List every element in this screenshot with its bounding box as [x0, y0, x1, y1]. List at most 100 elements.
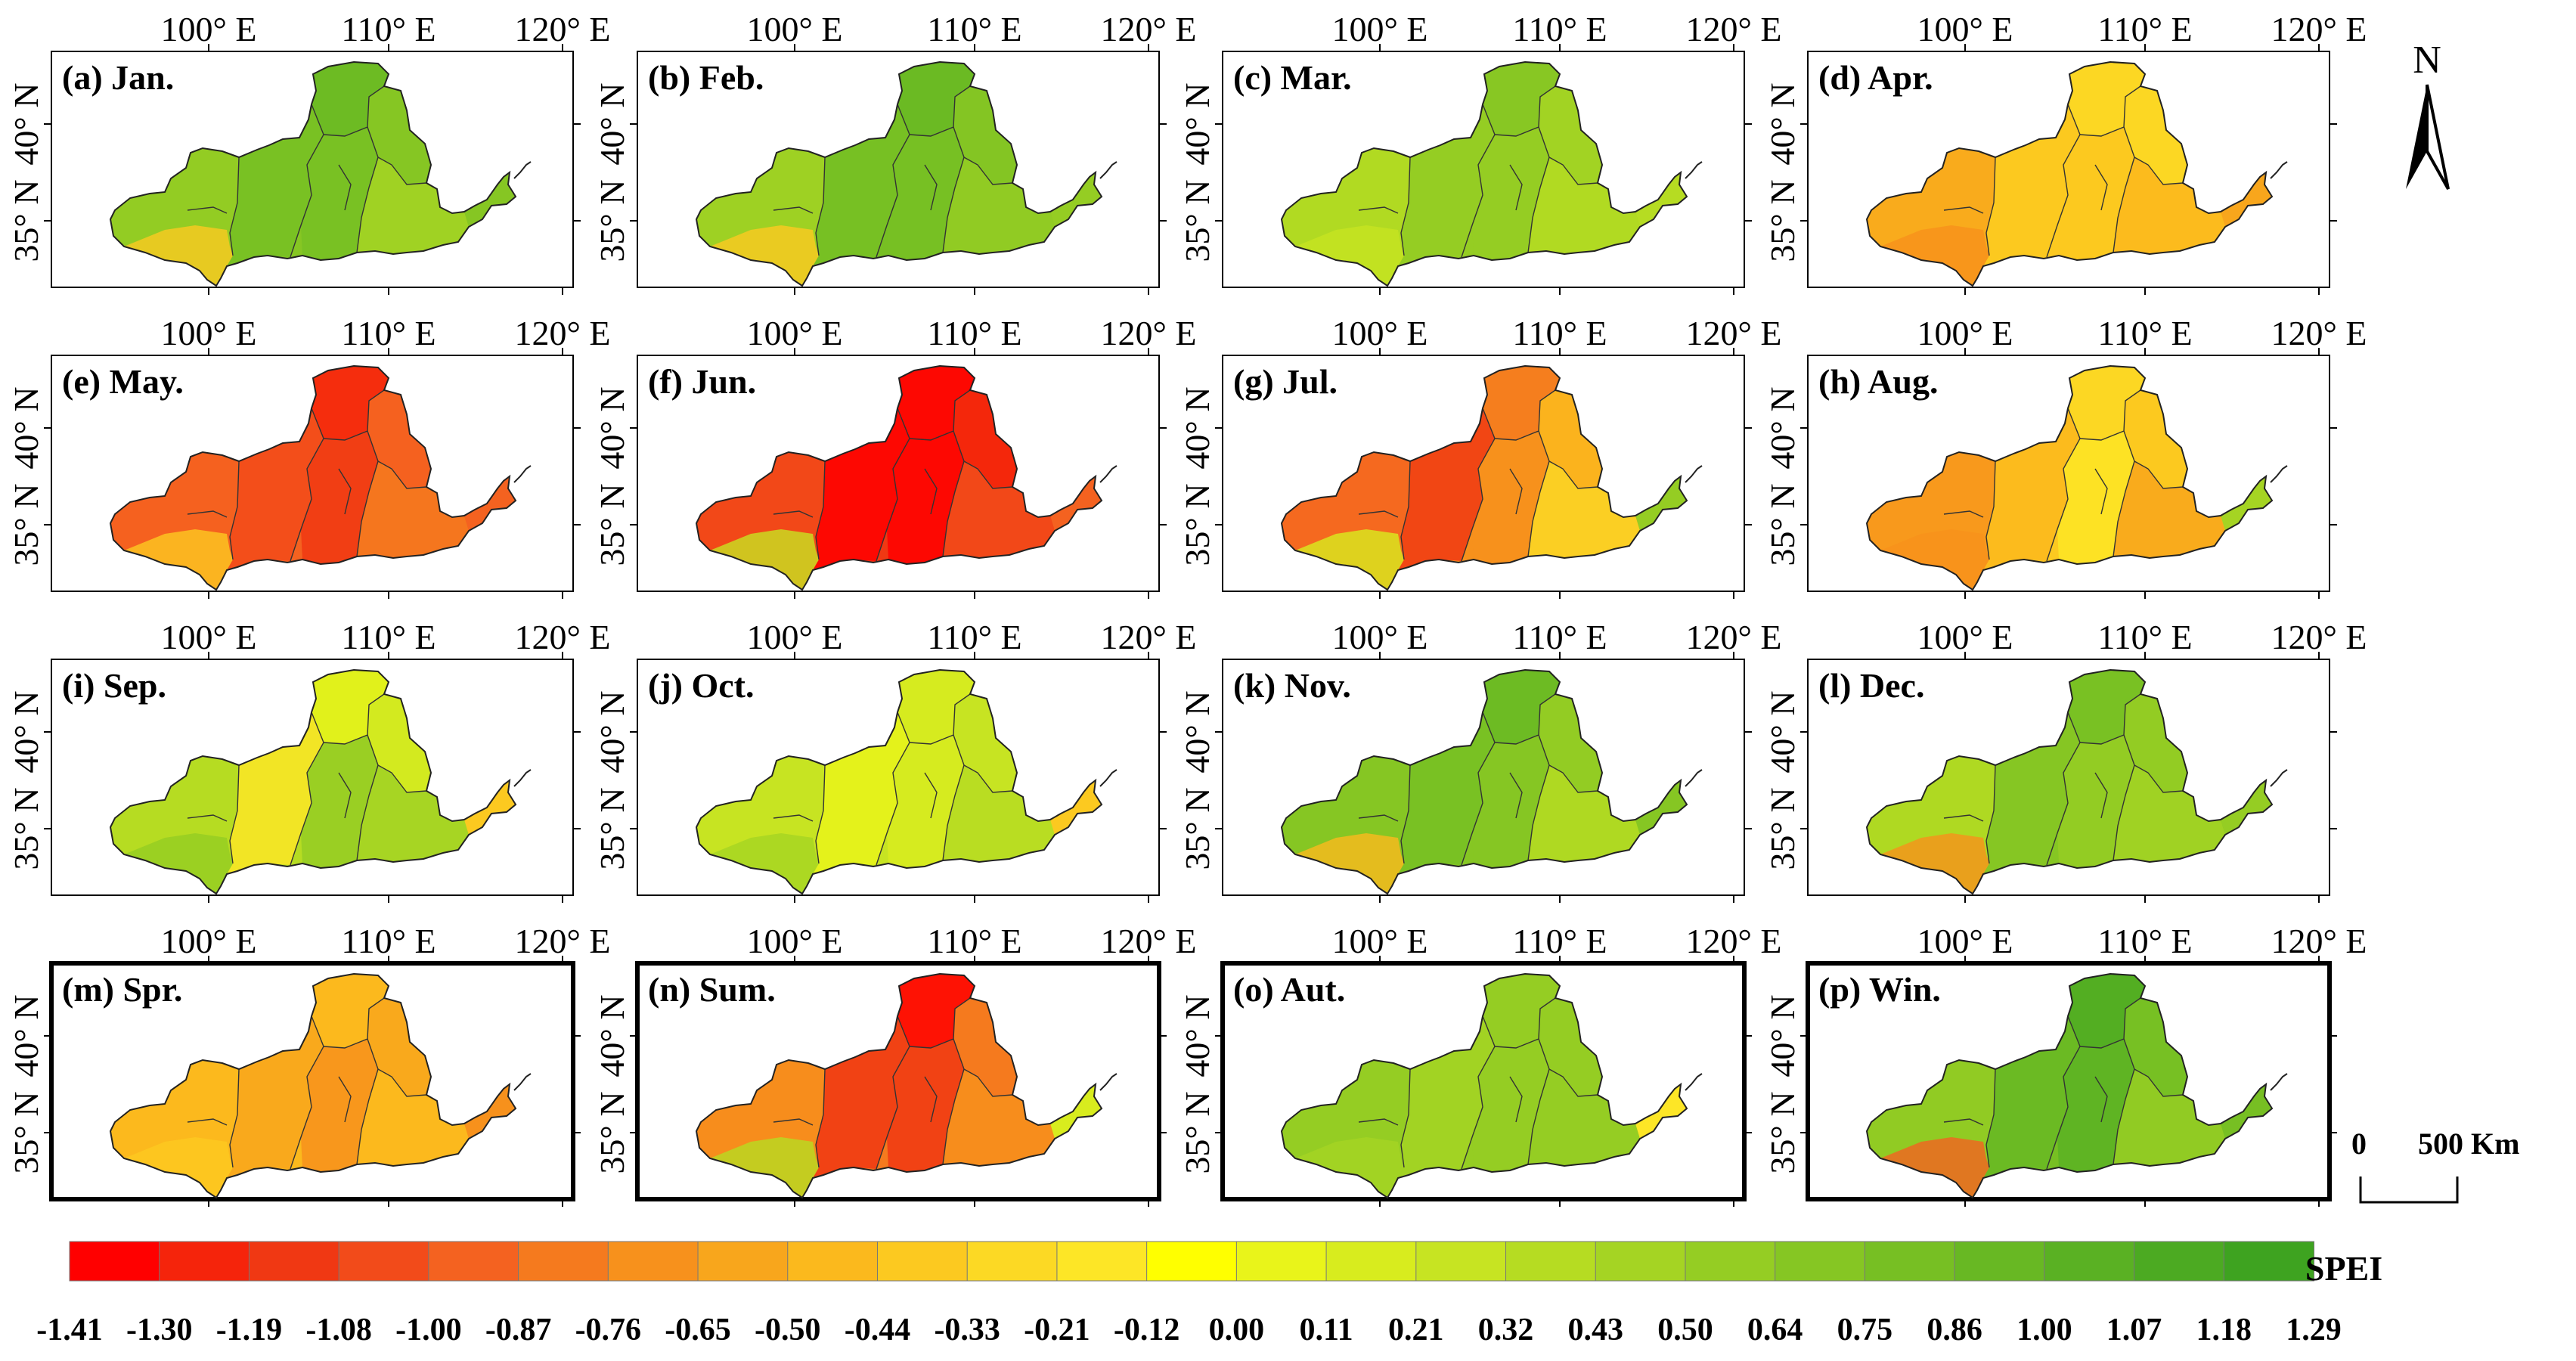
subbasin-boundary: [1461, 712, 1496, 866]
estuary-region-fill: [2221, 172, 2272, 227]
subbasin-boundary: [1943, 1118, 1984, 1126]
lon-label: 110° E: [341, 922, 436, 960]
source-region-fill: [1295, 225, 1404, 286]
subregion-fill: [227, 1016, 324, 1178]
lon-label: 110° E: [927, 618, 1021, 656]
map-panel: 100° E 110° E 120° E 40° N 35° N (p) Win.: [1763, 922, 2367, 1207]
legend-swatch: [248, 1241, 340, 1282]
basin-map: [695, 60, 1118, 287]
subregion-fill: [312, 366, 389, 440]
lon-label: 110° E: [2097, 618, 2192, 656]
subbasin-boundary: [1509, 1076, 1523, 1123]
estuary-region-fill: [1635, 172, 1687, 227]
legend-swatch: [876, 1241, 969, 1282]
subbasin-boundary: [942, 1038, 965, 1165]
subbasin-boundary: [338, 164, 352, 211]
map-panel: 100° E 110° E 120° E 40° N 35° N (m) Spr.: [7, 922, 611, 1207]
legend-tick-label: 0.32: [1478, 1313, 1534, 1347]
subbasin-boundary: [1400, 764, 1411, 864]
river-mouth: [1685, 465, 1703, 483]
lon-label: 120° E: [1101, 10, 1197, 48]
subbasin-boundary: [924, 468, 938, 515]
subbasin-boundary: [1358, 814, 1399, 822]
subbasin-boundary: [1943, 814, 1984, 822]
lat-label: 35° N: [1178, 179, 1217, 262]
panel-label: (n) Sum.: [648, 970, 776, 1009]
estuary-region-fill: [1635, 476, 1687, 531]
subbasin-boundary: [815, 1068, 826, 1168]
basin-outline: [1280, 972, 1688, 1199]
subbasin-boundary: [773, 206, 814, 214]
legend-swatch: [1505, 1241, 1597, 1282]
legend-swatch: [518, 1241, 609, 1282]
subregion-fill: [1528, 1069, 1640, 1166]
lat-label: 40° N: [7, 82, 45, 165]
lat-label: 35° N: [1763, 1091, 1802, 1173]
lon-label: 110° E: [341, 10, 436, 48]
legend-swatch: [69, 1241, 160, 1282]
subbasin-boundary: [2094, 164, 2108, 211]
lon-label: 110° E: [2097, 314, 2192, 352]
subbasin-boundary: [1509, 468, 1523, 515]
lat-label: 40° N: [1178, 690, 1217, 773]
subregion-fill: [2057, 431, 2134, 564]
subbasin-boundary: [1527, 734, 1550, 861]
lon-label: 120° E: [1686, 10, 1782, 48]
subbasin-boundary: [377, 157, 427, 185]
basin-map: [1865, 364, 2288, 591]
subregion-fill: [357, 1069, 469, 1166]
subregion-fill: [1398, 408, 1495, 570]
lat-label: 35° N: [7, 1091, 45, 1173]
panel-label: (a) Jan.: [62, 58, 174, 97]
source-region-fill: [710, 833, 819, 894]
source-region-fill: [710, 225, 819, 286]
subbasin-boundary: [1358, 1118, 1399, 1126]
scale-bar-line: [2359, 1177, 2459, 1204]
subbasin-boundary: [290, 408, 324, 562]
lat-label: 35° N: [593, 179, 631, 262]
subregion-fill: [227, 408, 324, 570]
subregion-fill: [1483, 62, 1560, 136]
panel-label: (m) Spr.: [62, 970, 182, 1009]
subregion-fill: [813, 104, 910, 266]
lon-label: 100° E: [1917, 10, 2013, 48]
subbasin-boundary: [338, 468, 352, 515]
basin-map: [695, 972, 1118, 1199]
subbasin-boundary: [1985, 1068, 1996, 1168]
subregion-fill: [1483, 670, 1560, 744]
subbasin-boundary: [773, 510, 814, 518]
lat-label: 40° N: [1178, 386, 1217, 469]
lon-label: 110° E: [927, 922, 1021, 960]
legend-tick-label: -0.50: [755, 1313, 821, 1347]
lat-label: 35° N: [1763, 483, 1802, 566]
panel-label: (k) Nov.: [1233, 666, 1351, 705]
legend-swatch: [1595, 1241, 1686, 1282]
legend-tick-label: -1.41: [36, 1313, 103, 1347]
subbasin-boundary: [290, 712, 324, 866]
subregion-fill: [312, 974, 389, 1048]
lon-label: 100° E: [161, 314, 257, 352]
scale-bar: 0 500 Km: [2351, 1127, 2519, 1204]
subregion-fill: [1483, 974, 1560, 1048]
panel-label: (e) May.: [62, 362, 184, 401]
lat-label: 35° N: [1178, 1091, 1217, 1173]
subbasin-boundary: [1548, 764, 1598, 793]
lat-label: 35° N: [1178, 787, 1217, 870]
lat-label: 40° N: [1763, 82, 1802, 165]
river-mouth: [1685, 161, 1703, 179]
basin-map: [1280, 668, 1703, 895]
subbasin-boundary: [773, 1118, 814, 1126]
panel-label: (g) Jul.: [1233, 362, 1338, 401]
map-panel: 100° E 110° E 120° E 40° N 35° N (k) Nov.: [1178, 618, 1782, 903]
estuary-region-fill: [1635, 780, 1687, 835]
subregion-fill: [943, 461, 1055, 558]
subregion-fill: [2068, 974, 2145, 1048]
subbasin-boundary: [815, 460, 826, 560]
lon-label: 110° E: [927, 10, 1021, 48]
lon-label: 110° E: [1512, 922, 1607, 960]
subregion-fill: [1983, 712, 2080, 874]
river-mouth: [513, 161, 532, 179]
source-region-fill: [124, 833, 233, 894]
subbasin-boundary: [2113, 430, 2135, 557]
lon-label: 110° E: [927, 314, 1021, 352]
